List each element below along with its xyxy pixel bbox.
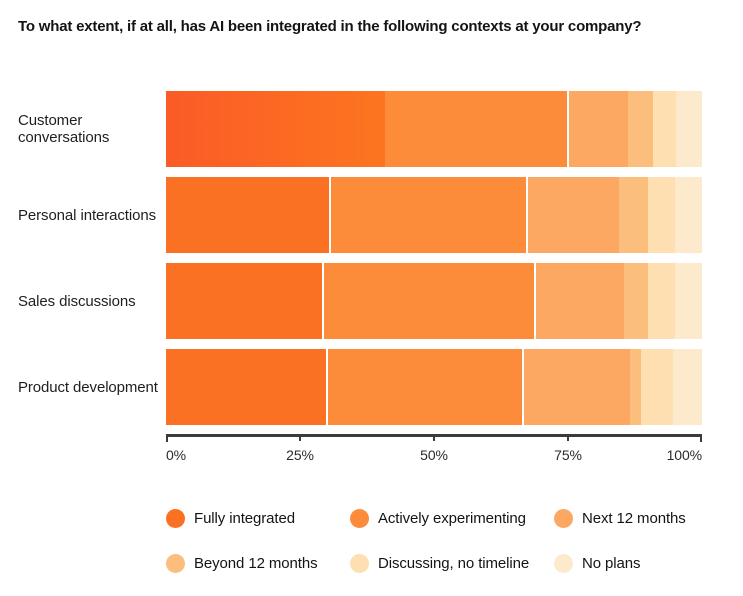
bar-segment-no-plans (675, 263, 702, 339)
bar-segment-beyond-12-months (624, 263, 649, 339)
stacked-bar-product-development (166, 349, 702, 425)
chart-title: To what extent, if at all, has AI been i… (18, 18, 642, 35)
bar-segment-fully-integrated (166, 177, 332, 253)
bar-segment-discussing-no-timeline (648, 263, 676, 339)
x-axis-label-100: 100% (666, 447, 703, 463)
chart-row-personal-interactions: Personal interactions (0, 177, 743, 253)
legend-item-actively-experimenting: Actively experimenting (350, 509, 554, 528)
bar-segment-discussing-no-timeline (653, 91, 677, 167)
bar-segment-beyond-12-months (629, 349, 641, 425)
legend-label: Beyond 12 months (194, 555, 318, 572)
bar-segment-fully-integrated (166, 91, 386, 167)
legend-label: Fully integrated (194, 510, 295, 527)
bar-segment-no-plans (676, 91, 702, 167)
legend-label: No plans (582, 555, 641, 572)
legend-swatch-icon (554, 554, 573, 573)
bar-segment-discussing-no-timeline (640, 349, 674, 425)
legend-item-beyond-12-months: Beyond 12 months (166, 554, 350, 573)
category-label: Personal interactions (18, 206, 156, 224)
legend-row-2: Beyond 12 months Discussing, no timeline N… (166, 551, 726, 576)
x-axis-label-0: 0% (166, 447, 187, 463)
legend-item-fully-integrated: Fully integrated (166, 509, 350, 528)
legend-label: Actively experimenting (378, 510, 526, 527)
chart-row-customer-conversations: Customer conversations (0, 91, 743, 167)
bar-segment-actively-experimenting (385, 91, 570, 167)
bar-segment-fully-integrated (166, 349, 329, 425)
legend-swatch-icon (350, 509, 369, 528)
chart-row-sales-discussions: Sales discussions (0, 263, 743, 339)
bar-segment-actively-experimenting (328, 349, 524, 425)
x-axis-left-cap (166, 434, 168, 442)
bar-segment-no-plans (673, 349, 702, 425)
legend-item-next-12-months: Next 12 months (554, 509, 686, 528)
legend-item-discussing-no-timeline: Discussing, no timeline (350, 554, 554, 573)
stacked-bar-personal-interactions (166, 177, 702, 253)
x-axis: 0% 25% 50% 75% 100% (166, 434, 702, 468)
bar-segment-next-12-months (536, 263, 625, 339)
category-label: Product development (18, 378, 158, 396)
stacked-bar-sales-discussions (166, 263, 702, 339)
legend-label: Next 12 months (582, 510, 686, 527)
x-axis-label-75: 75% (554, 447, 582, 463)
bar-segment-beyond-12-months (628, 91, 654, 167)
bar-segment-no-plans (675, 177, 702, 253)
legend-item-no-plans: No plans (554, 554, 641, 573)
bar-segment-actively-experimenting (331, 177, 529, 253)
bar-segment-next-12-months (569, 91, 629, 167)
legend-swatch-icon (166, 554, 185, 573)
x-axis-tick-75 (567, 434, 569, 441)
legend-row-1: Fully integrated Actively experimenting Ne… (166, 506, 726, 531)
chart-row-product-development: Product development (0, 349, 743, 425)
bar-segment-beyond-12-months (619, 177, 649, 253)
stacked-bar-customer-conversations (166, 91, 702, 167)
bar-segment-fully-integrated (166, 263, 325, 339)
bar-segment-next-12-months (528, 177, 620, 253)
x-axis-tick-50 (433, 434, 435, 441)
x-axis-tick-25 (299, 434, 301, 441)
x-axis-right-cap (700, 434, 702, 442)
legend-swatch-icon (166, 509, 185, 528)
x-axis-label-25: 25% (286, 447, 314, 463)
category-label: Sales discussions (18, 292, 136, 310)
x-axis-label-50: 50% (420, 447, 448, 463)
legend-swatch-icon (350, 554, 369, 573)
bar-segment-next-12-months (523, 349, 630, 425)
bar-rows: Customer conversations Personal interacti… (0, 91, 743, 435)
bar-segment-discussing-no-timeline (648, 177, 676, 253)
category-label: Customer conversations (18, 112, 110, 146)
chart-legend: Fully integrated Actively experimenting Ne… (166, 506, 726, 596)
legend-label: Discussing, no timeline (378, 555, 530, 572)
bar-segment-actively-experimenting (324, 263, 537, 339)
legend-swatch-icon (554, 509, 573, 528)
